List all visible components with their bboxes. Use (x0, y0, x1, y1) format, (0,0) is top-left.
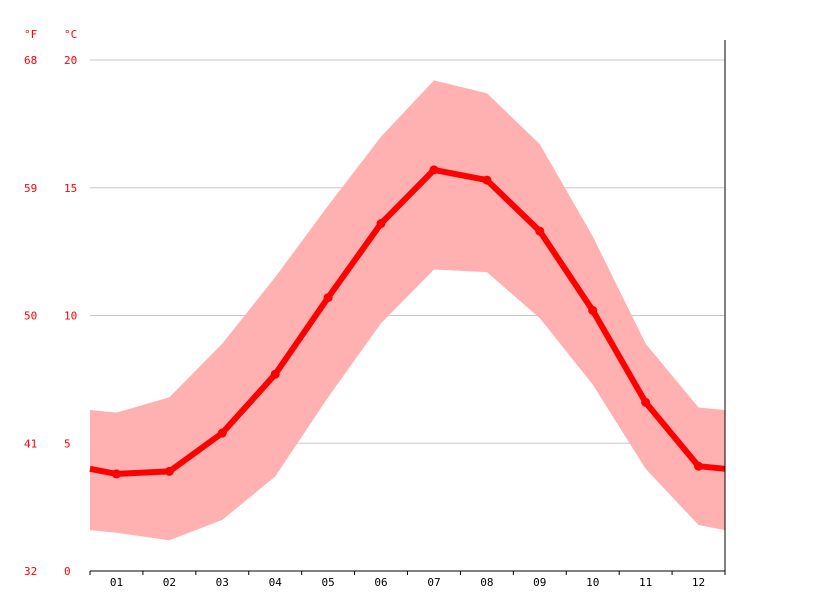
data-point-10 (588, 305, 598, 315)
x-tick-label-06: 06 (374, 576, 387, 589)
data-point-12 (694, 461, 704, 471)
y-tick-label-celsius: 20 (64, 54, 77, 67)
x-tick-label-03: 03 (216, 576, 229, 589)
y-tick-label-fahrenheit: 50 (24, 310, 37, 323)
axes (89, 40, 726, 575)
x-tick-label-10: 10 (586, 576, 599, 589)
data-point-02 (164, 466, 174, 476)
data-point-08 (482, 175, 492, 185)
data-point-04 (270, 369, 280, 379)
x-tick-labels: 01 02 03 04 05 06 07 08 09 10 11 12 (110, 576, 705, 589)
y-tick-label-fahrenheit: 32 (24, 565, 37, 578)
x-tick-label-04: 04 (269, 576, 283, 589)
y-tick-label-celsius: 15 (64, 182, 77, 195)
x-tick-label-05: 05 (322, 576, 335, 589)
data-point-03 (217, 428, 227, 438)
x-tick-label-01: 01 (110, 576, 123, 589)
x-tick-label-12: 12 (692, 576, 705, 589)
x-tick-label-08: 08 (480, 576, 493, 589)
data-point-11 (641, 397, 651, 407)
data-point-05 (323, 293, 333, 303)
y-tick-label-fahrenheit: 41 (24, 437, 37, 450)
mean-temperature-line (89, 166, 726, 477)
data-point-06 (376, 219, 386, 229)
temperature-range-band (90, 80, 725, 541)
y-tick-label-fahrenheit: 68 (24, 54, 37, 67)
y-tick-label-celsius: 0 (64, 565, 71, 578)
y-tick-label-fahrenheit: 59 (24, 182, 37, 195)
data-point-01 (111, 469, 121, 479)
x-tick-label-02: 02 (163, 576, 176, 589)
data-point-09 (535, 226, 545, 236)
fahrenheit-unit-label: °F (24, 28, 37, 41)
x-tick-label-07: 07 (427, 576, 440, 589)
y-tick-label-celsius: 10 (64, 310, 77, 323)
y-tick-label-celsius: 5 (64, 437, 71, 450)
x-tick-label-09: 09 (533, 576, 546, 589)
x-tick-label-11: 11 (639, 576, 652, 589)
y-tick-labels: 0 32 5 41 10 50 15 59 20 68 (24, 54, 77, 578)
celsius-unit-label: °C (64, 28, 77, 41)
data-point-07 (429, 165, 439, 175)
mean-temperature-points (111, 165, 704, 479)
